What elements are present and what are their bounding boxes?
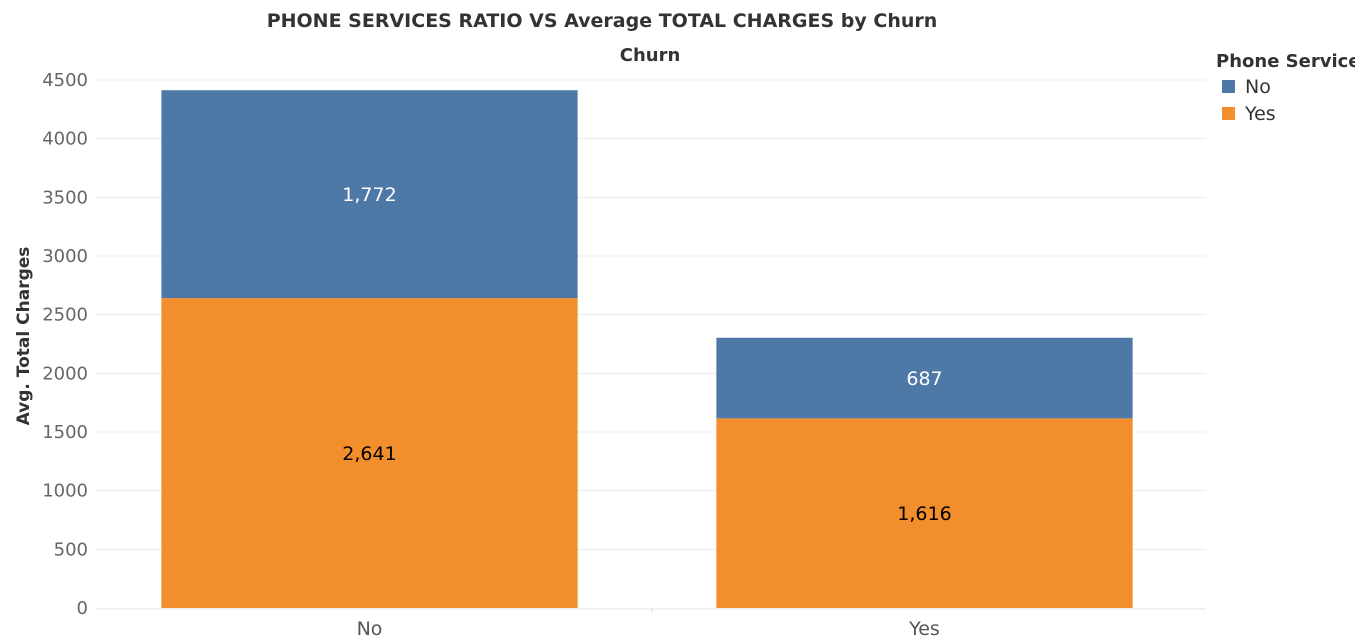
legend-title: Phone Service xyxy=(1216,51,1355,72)
y-tick-label: 1000 xyxy=(42,481,88,502)
data-label: 1,772 xyxy=(342,184,396,206)
y-tick-label: 3500 xyxy=(42,187,88,208)
legend-label: Yes xyxy=(1244,103,1276,125)
legend: Phone Service No Yes xyxy=(1216,51,1355,125)
y-tick-label: 4500 xyxy=(42,70,88,91)
chart-title: PHONE SERVICES RATIO VS Average TOTAL CH… xyxy=(267,10,938,32)
data-label: 1,616 xyxy=(897,503,951,525)
y-axis-label: Avg. Total Charges xyxy=(14,247,34,426)
y-tick-label: 3000 xyxy=(42,246,88,267)
bar-segment xyxy=(716,337,1133,419)
y-tick-label: 1500 xyxy=(42,422,88,443)
bar-segment xyxy=(161,90,578,299)
x-tick-label: Yes xyxy=(908,618,940,640)
data-label: 2,641 xyxy=(342,443,396,465)
y-axis: 0 500 1000 1500 2000 2500 3000 3500 4000 4500 xyxy=(42,70,88,619)
legend-swatch xyxy=(1222,107,1235,120)
legend-swatch xyxy=(1222,80,1235,93)
bar-segment xyxy=(716,418,1133,608)
y-tick-label: 4000 xyxy=(42,129,88,150)
legend-label: No xyxy=(1245,76,1271,98)
y-tick-label: 2000 xyxy=(42,363,88,384)
y-tick-label: 0 xyxy=(77,598,88,619)
data-label: 687 xyxy=(906,368,942,390)
bar-segment xyxy=(161,298,578,608)
bars: 2,641 1,772 1,616 687 xyxy=(161,90,1133,608)
y-tick-label: 500 xyxy=(54,539,88,560)
x-tick-label: No xyxy=(357,618,383,640)
y-tick-label: 2500 xyxy=(42,305,88,326)
column-header: Churn xyxy=(620,45,681,66)
x-axis: No Yes xyxy=(96,608,1206,640)
